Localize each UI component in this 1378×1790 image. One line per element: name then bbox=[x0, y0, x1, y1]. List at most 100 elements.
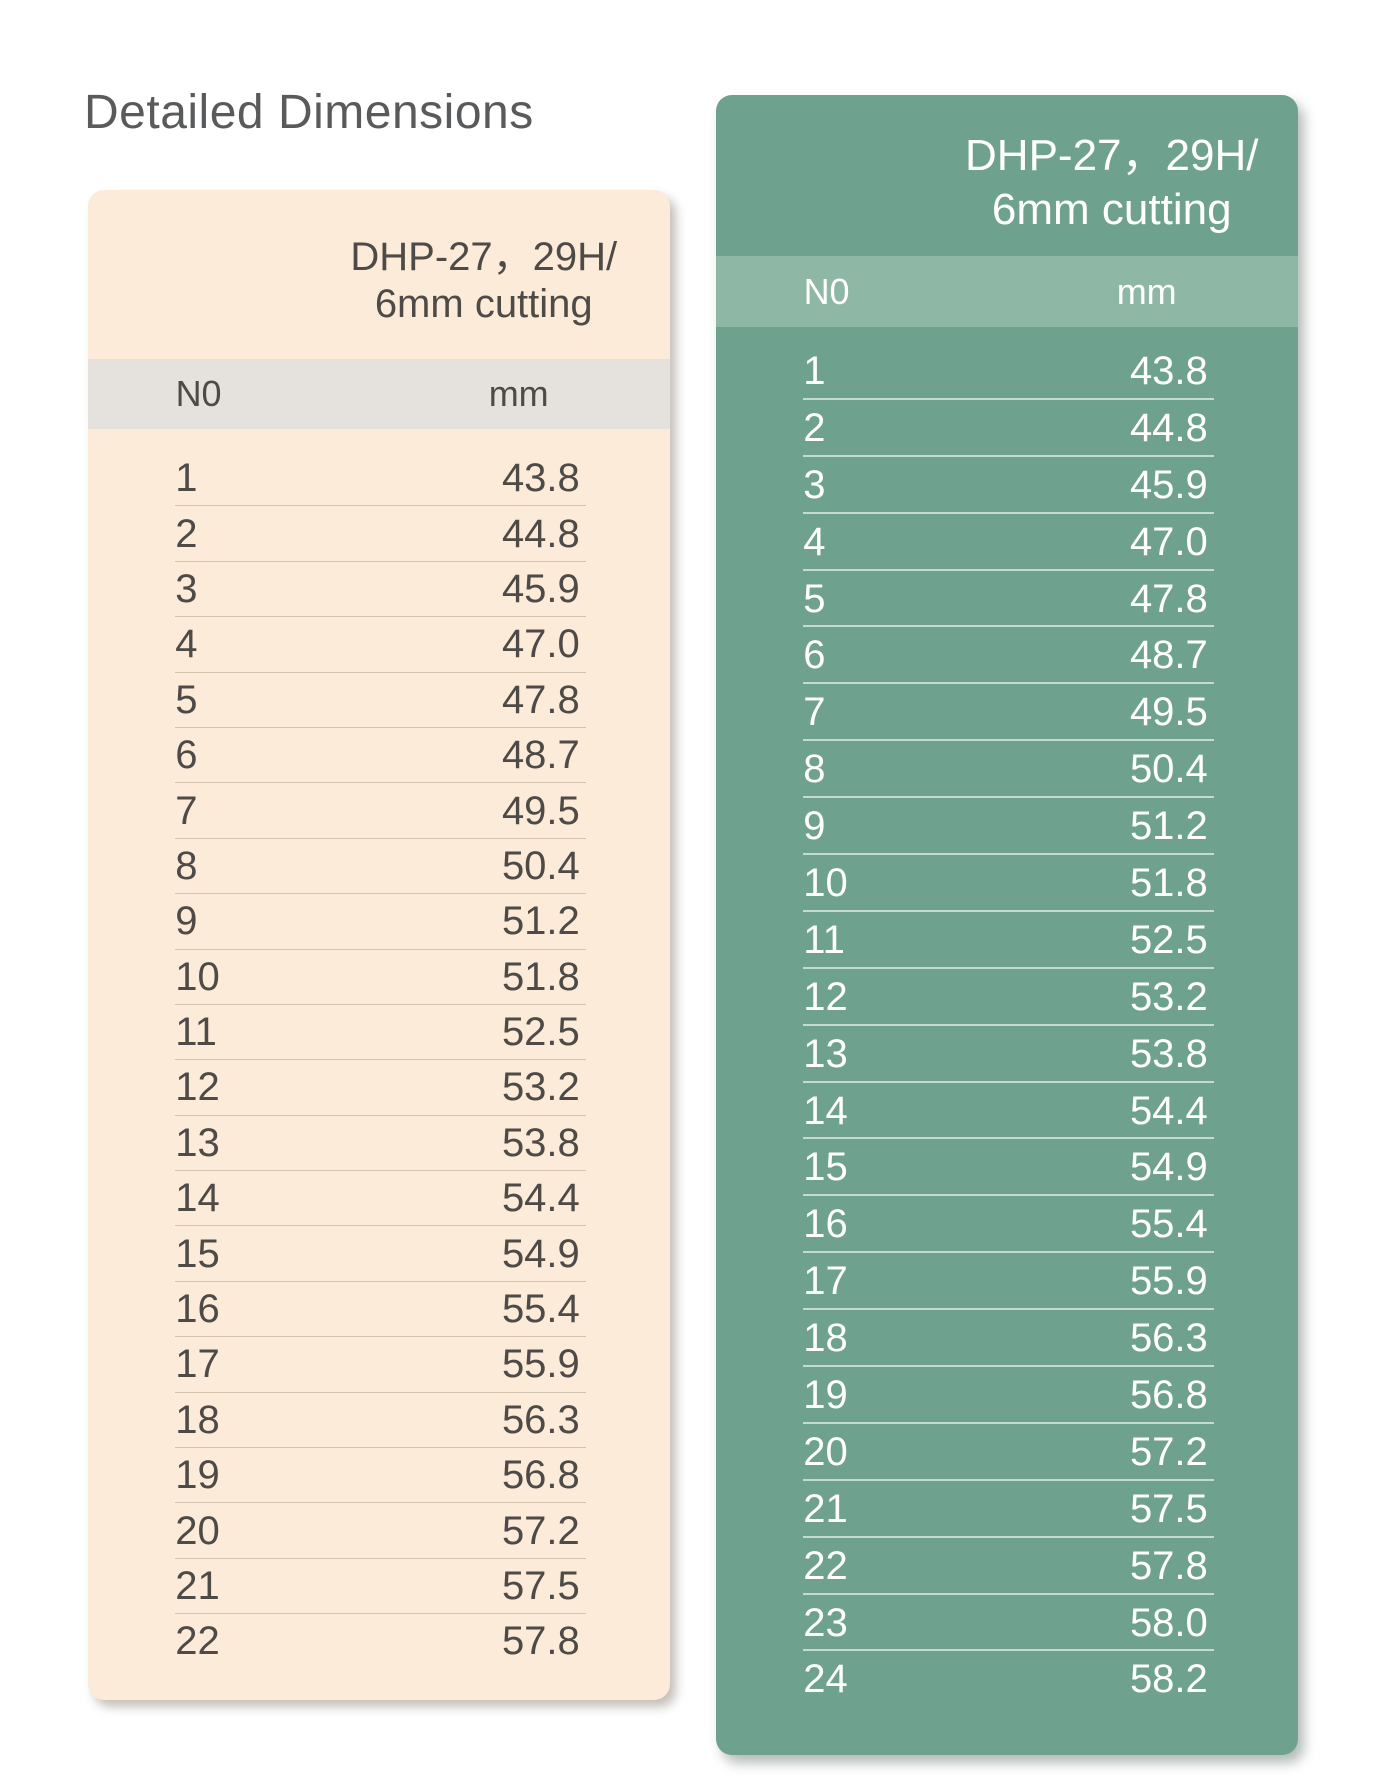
row-number-cell: 5 bbox=[803, 576, 826, 621]
table-row: 18 56.3 bbox=[88, 1393, 670, 1449]
table-body: 1 43.8 2 44.8 3 45.9 4 47.0 bbox=[716, 327, 1298, 1708]
row-number-cell: 3 bbox=[803, 462, 826, 507]
row-value-cell: 47.8 bbox=[501, 677, 580, 722]
row-value-cell: 43.8 bbox=[501, 456, 580, 501]
table-row: 12 53.2 bbox=[716, 969, 1298, 1026]
table-row: 14 54.4 bbox=[716, 1083, 1298, 1140]
row-number-cell: 20 bbox=[175, 1508, 220, 1553]
table-row: 3 45.9 bbox=[716, 457, 1298, 514]
table-row: 8 50.4 bbox=[88, 839, 670, 895]
row-value-cell: 53.2 bbox=[1129, 974, 1208, 1019]
row-value-cell: 51.2 bbox=[1129, 804, 1208, 849]
row-number-cell: 21 bbox=[175, 1564, 220, 1608]
row-number-cell: 10 bbox=[175, 954, 220, 999]
row-number-cell: 12 bbox=[803, 974, 848, 1019]
row-value-cell: 54.9 bbox=[501, 1231, 580, 1276]
row-value-cell: 53.2 bbox=[501, 1065, 580, 1110]
row-number-cell: 23 bbox=[803, 1600, 848, 1645]
table-row: 21 57.5 bbox=[88, 1559, 670, 1615]
row-number-cell: 7 bbox=[803, 690, 826, 735]
row-number-cell: 19 bbox=[175, 1453, 220, 1498]
row-number-cell: 21 bbox=[803, 1486, 848, 1531]
table-row: 18 56.3 bbox=[716, 1310, 1298, 1367]
row-number-cell: 16 bbox=[175, 1287, 220, 1332]
row-number-cell: 11 bbox=[175, 1010, 217, 1055]
column-header-no: N0 bbox=[175, 373, 222, 414]
row-number-cell: 2 bbox=[803, 405, 826, 450]
table-row: 13 53.8 bbox=[88, 1116, 670, 1172]
row-value-cell: 57.8 bbox=[1129, 1543, 1208, 1588]
row-number-cell: 1 bbox=[803, 348, 826, 393]
row-value-cell: 52.5 bbox=[501, 1010, 580, 1055]
row-number-cell: 19 bbox=[803, 1372, 848, 1417]
row-number-cell: 6 bbox=[803, 633, 826, 678]
row-value-cell: 57.2 bbox=[1129, 1429, 1208, 1474]
row-value-cell: 56.3 bbox=[501, 1397, 580, 1442]
table-row: 5 47.8 bbox=[716, 571, 1298, 628]
table-row: 12 53.2 bbox=[88, 1060, 670, 1117]
table-row: 9 51.2 bbox=[716, 798, 1298, 855]
table-row: 20 57.2 bbox=[88, 1503, 670, 1560]
table-header-line1: DHP-27，29H/ bbox=[350, 235, 618, 279]
table-row: 10 51.8 bbox=[716, 855, 1298, 912]
row-number-cell: 15 bbox=[803, 1145, 848, 1190]
row-number-cell: 3 bbox=[175, 566, 198, 611]
row-value-cell: 52.5 bbox=[1129, 917, 1208, 962]
table-header-title: DHP-27，29H/ 6mm cutting bbox=[298, 190, 670, 359]
row-value-cell: 55.9 bbox=[1129, 1259, 1208, 1304]
row-number-cell: 24 bbox=[803, 1657, 848, 1702]
table-row: 17 55.9 bbox=[88, 1337, 670, 1394]
table-row: 11 52.5 bbox=[88, 1005, 670, 1061]
row-value-cell: 45.9 bbox=[1129, 462, 1208, 507]
table-row: 13 53.8 bbox=[716, 1026, 1298, 1083]
row-value-cell: 50.4 bbox=[501, 843, 580, 888]
row-value-cell: 51.2 bbox=[501, 899, 580, 944]
table-header-line2: 6mm cutting bbox=[374, 282, 593, 326]
row-value-cell: 56.8 bbox=[501, 1453, 580, 1498]
row-value-cell: 49.5 bbox=[1129, 690, 1208, 735]
table-row: 21 57.5 bbox=[716, 1481, 1298, 1538]
table-row: 2 44.8 bbox=[88, 506, 670, 563]
row-number-cell: 8 bbox=[803, 747, 826, 792]
row-value-cell: 57.2 bbox=[501, 1508, 580, 1553]
row-number-cell: 7 bbox=[175, 788, 198, 833]
row-value-cell: 55.4 bbox=[1129, 1202, 1208, 1247]
row-value-cell: 55.9 bbox=[501, 1342, 580, 1387]
table-row: 10 51.8 bbox=[88, 950, 670, 1006]
table-row: 22 57.8 bbox=[88, 1614, 670, 1669]
table-row: 3 45.9 bbox=[88, 562, 670, 618]
table-header-line2: 6mm cutting bbox=[991, 185, 1232, 234]
row-value-cell: 47.8 bbox=[1129, 576, 1208, 621]
column-header-no: N0 bbox=[803, 270, 850, 312]
row-value-cell: 48.7 bbox=[1129, 633, 1208, 678]
row-number-cell: 20 bbox=[803, 1429, 848, 1474]
row-number-cell: 8 bbox=[175, 843, 198, 888]
table-row: 24 58.2 bbox=[716, 1651, 1298, 1708]
table-row: 11 52.5 bbox=[716, 912, 1298, 969]
row-value-cell: 54.4 bbox=[501, 1176, 580, 1221]
row-number-cell: 10 bbox=[803, 860, 848, 905]
row-number-cell: 9 bbox=[175, 899, 198, 944]
row-number-cell: 11 bbox=[803, 917, 845, 962]
row-number-cell: 17 bbox=[803, 1259, 848, 1304]
row-number-cell: 12 bbox=[175, 1065, 220, 1110]
row-number-cell: 22 bbox=[175, 1619, 220, 1664]
table-header-line1: DHP-27，29H/ bbox=[965, 131, 1259, 180]
row-number-cell: 14 bbox=[175, 1176, 220, 1221]
table-row: 16 55.4 bbox=[88, 1282, 670, 1338]
row-value-cell: 53.8 bbox=[501, 1120, 580, 1165]
table-row: 2 44.8 bbox=[716, 400, 1298, 457]
table-row: 14 54.4 bbox=[88, 1171, 670, 1227]
row-value-cell: 44.8 bbox=[1129, 405, 1208, 450]
row-value-cell: 57.5 bbox=[501, 1564, 580, 1608]
row-value-cell: 48.7 bbox=[501, 733, 580, 778]
row-value-cell: 58.0 bbox=[1129, 1600, 1208, 1645]
row-number-cell: 2 bbox=[175, 511, 198, 556]
row-value-cell: 49.5 bbox=[501, 788, 580, 833]
column-header-row: N0 mm bbox=[716, 256, 1298, 327]
row-value-cell: 58.2 bbox=[1129, 1657, 1208, 1702]
row-value-cell: 45.9 bbox=[501, 566, 580, 611]
row-value-cell: 43.8 bbox=[1129, 348, 1208, 393]
table-row: 9 51.2 bbox=[88, 894, 670, 950]
